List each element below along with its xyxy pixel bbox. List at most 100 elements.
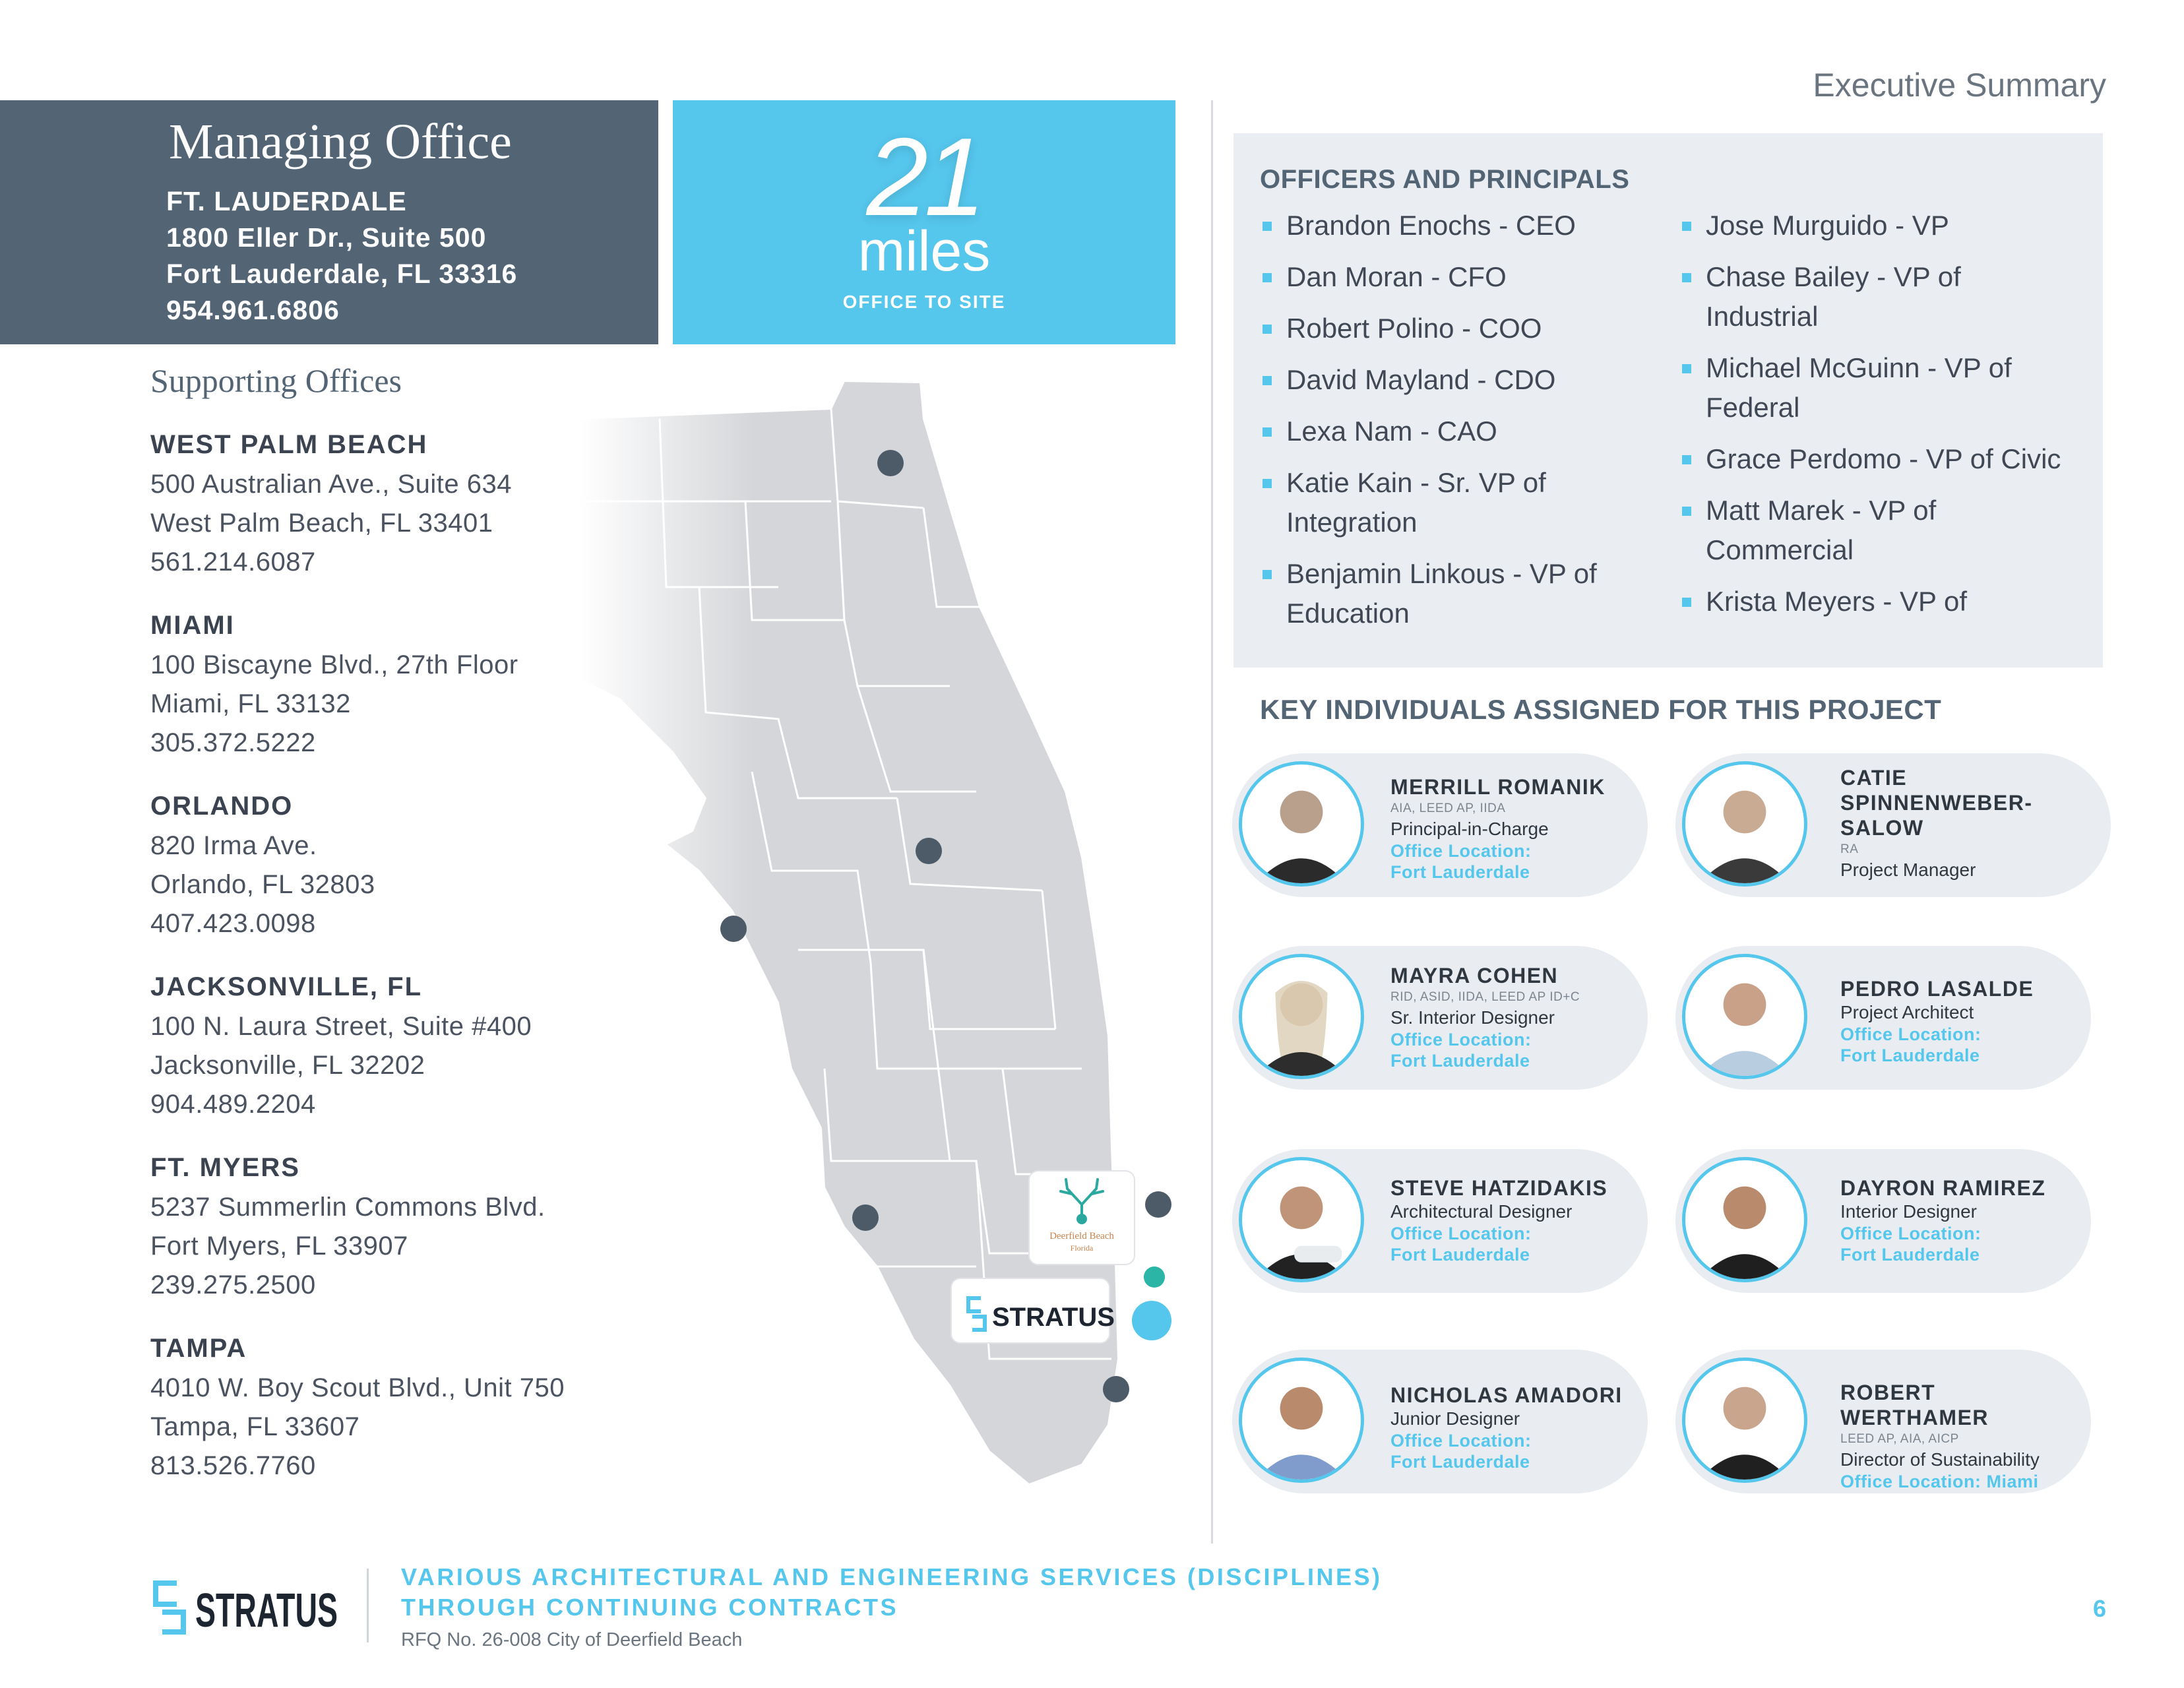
distance-unit: miles [858,220,991,283]
office-address1: 500 Australian Ave., Suite 634 [150,470,512,499]
office-address1: 4010 W. Boy Scout Blvd., Unit 750 [150,1373,565,1402]
person-role: Interior Designer [1840,1201,1977,1222]
stratus-badge: STRATUS [951,1278,1115,1344]
office-tampa: TAMPA 4010 W. Boy Scout Blvd., Unit 750 … [150,1334,565,1485]
person-name: NICHOLAS AMADORI [1390,1383,1623,1407]
person-photo [1682,761,1807,887]
footer-title-line1: VARIOUS ARCHITECTURAL AND ENGINEERING SE… [401,1563,1383,1590]
person-photo [1682,954,1807,1079]
office-phone: 239.275.2500 [150,1270,316,1299]
person-location: Fort Lauderdale [1390,862,1530,882]
managing-office-phone: 954.961.6806 [166,295,340,325]
office-address2: Tampa, FL 33607 [150,1412,360,1441]
person-location: Fort Lauderdale [1840,1046,1980,1065]
officer-line-2: Industrial [1706,301,1819,332]
footer-logo: STRATUS [153,1580,338,1635]
office-address1: 820 Irma Ave. [150,831,317,860]
officers-panel: OFFICERS AND PRINCIPALS Brandon Enochs -… [1233,133,2103,668]
marker-ft-myers [852,1204,879,1231]
person-role: Junior Designer [1390,1408,1520,1429]
managing-office-panel: Managing Office FT. LAUDERDALE 1800 Elle… [0,100,658,344]
person-location: Fort Lauderdale [1390,1452,1530,1472]
office-city: FT. MYERS [150,1153,300,1182]
person-name-2: SPINNENWEBER- SALOW [1840,791,2033,840]
officer-line: Dan Moran - CFO [1286,261,1507,292]
person-name: MAYRA COHEN [1390,964,1559,987]
person-location: Fort Lauderdale [1390,1245,1530,1265]
officers-column-2: Jose Murguido - VP Chase Bailey - VP of I… [1679,206,2088,633]
managing-office-city: FT. LAUDERDALE [166,186,407,216]
office-address2: Orlando, FL 32803 [150,870,375,899]
supporting-offices-title: Supporting Offices [150,362,402,399]
office-orlando: ORLANDO 820 Irma Ave. Orlando, FL 32803 … [150,792,375,943]
officer-line: Katie Kain - Sr. VP of [1286,467,1546,498]
office-phone: 561.214.6087 [150,547,316,577]
marker-jacksonville [877,450,904,476]
bullet-square-icon [1682,364,1691,373]
person-photo [1239,1358,1364,1483]
officer-item: Chase Bailey - VP of Industrial [1679,257,2088,336]
distance-panel: 21 miles OFFICE TO SITE [673,100,1175,344]
bullet-square-icon [1263,427,1272,437]
person-card: ROBERT WERTHAMER LEED AP, AIA, AICP Dire… [1675,1350,2091,1493]
marker-project-site [1144,1266,1165,1288]
officer-item: Brandon Enochs - CEO [1260,206,1669,245]
person-card: PEDRO LASALDE Project Architect Office L… [1675,946,2091,1090]
person-card: DAYRON RAMIREZ Interior Designer Office … [1675,1149,2091,1293]
office-city: WEST PALM BEACH [150,430,428,459]
officers-title: OFFICERS AND PRINCIPALS [1260,165,1630,194]
person-location-label: Office Location: [1840,1224,1981,1243]
person-location-label: Office Location: [1390,1224,1532,1243]
officers-column-1: Brandon Enochs - CEO Dan Moran - CFO Rob… [1260,206,1669,645]
office-address2: Miami, FL 33132 [150,689,351,718]
office-jacksonville: JACKSONVILLE, FL 100 N. Laura Street, Su… [150,972,532,1124]
office-city: MIAMI [150,611,235,640]
officer-item: Benjamin Linkous - VP of Education [1260,554,1669,633]
footer-title-line2: THROUGH CONTINUING CONTRACTS [401,1594,898,1621]
office-city: ORLANDO [150,792,294,821]
officer-item: Krista Meyers - VP of [1679,582,2088,621]
client-badge-line1: Deerfield Beach [1049,1231,1114,1241]
person-location-label: Office Location: [1390,841,1532,861]
key-individuals-title: KEY INDIVIDUALS ASSIGNED FOR THIS PROJEC… [1260,694,1942,725]
office-address1: 5237 Summerlin Commons Blvd. [150,1193,546,1222]
stratus-logo-icon [153,1580,186,1635]
officer-item: Robert Polino - COO [1260,309,1669,348]
officer-item: Katie Kain - Sr. VP of Integration [1260,463,1669,542]
footer-divider [367,1569,369,1642]
person-role: Principal-in-Charge [1390,819,1549,839]
office-west-palm-beach: WEST PALM BEACH 500 Australian Ave., Sui… [150,430,512,582]
person-photo [1239,761,1364,887]
bullet-square-icon [1682,273,1691,282]
office-city: TAMPA [150,1334,247,1363]
person-role: Project Architect [1840,1002,1974,1022]
map-fade [580,369,1201,1524]
person-name: PEDRO LASALDE [1840,977,2034,1001]
office-phone: 407.423.0098 [150,909,316,938]
person-location: Office Location: Miami [1840,1472,2039,1491]
officer-line: Lexa Nam - CAO [1286,416,1497,447]
distance-value: 21 [866,115,986,239]
person-card: MERRILL ROMANIK AIA, LEED AP, IIDA Princ… [1232,753,1648,897]
person-photo [1239,1157,1364,1282]
marker-west-palm-beach [1145,1191,1171,1218]
person-card: CATIE SPINNENWEBER- SALOW RA Project Man… [1675,753,2111,897]
officer-line-2: Commercial [1706,534,1854,565]
marker-tampa [720,916,747,942]
officer-item: Matt Marek - VP of Commercial [1679,491,2088,570]
officer-line: Chase Bailey - VP of [1706,261,1961,292]
page-number: 6 [2092,1595,2106,1622]
person-credentials: LEED AP, AIA, AICP [1840,1432,1959,1446]
person-location-label: Office Location: [1840,1024,1981,1044]
person-name: DAYRON RAMIREZ [1840,1176,2046,1200]
column-divider [1211,100,1213,1544]
person-credentials: RID, ASID, IIDA, LEED AP ID+C [1390,990,1580,1004]
marker-miami [1103,1376,1129,1402]
officer-line: Benjamin Linkous - VP of [1286,558,1597,589]
officer-line: Michael McGuinn - VP of [1706,352,2012,383]
officer-line-2: Education [1286,598,1410,629]
office-phone: 813.526.7760 [150,1451,316,1480]
person-credentials: AIA, LEED AP, IIDA [1390,801,1506,815]
officer-line: Matt Marek - VP of [1706,495,1937,526]
officer-item: Jose Murguido - VP [1679,206,2088,245]
